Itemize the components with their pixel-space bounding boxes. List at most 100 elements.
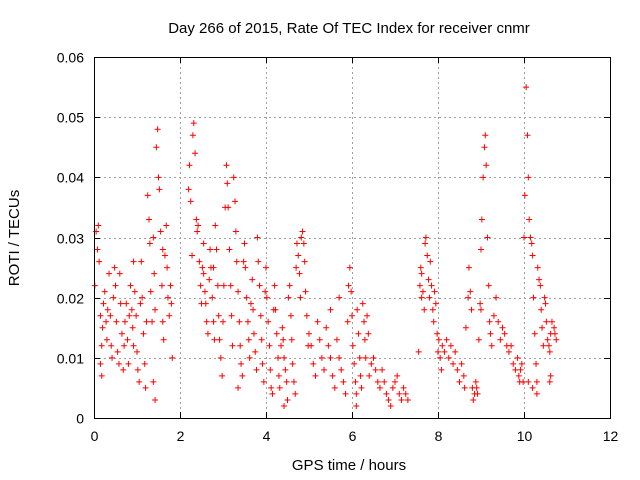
data-point: [470, 396, 477, 403]
data-point: [195, 222, 202, 229]
data-point: [353, 402, 360, 409]
data-point: [527, 234, 534, 241]
x-tick-label: 0: [91, 428, 99, 444]
data-point: [158, 282, 165, 289]
data-point: [358, 384, 365, 391]
data-point: [461, 384, 468, 391]
data-point: [123, 300, 130, 307]
data-point: [483, 162, 490, 169]
data-point: [211, 336, 218, 343]
data-point: [539, 324, 546, 331]
data-point: [289, 360, 296, 367]
data-point: [114, 348, 121, 355]
data-point: [155, 174, 162, 181]
data-point: [474, 390, 481, 397]
data-point: [536, 276, 543, 283]
x-axis-label: GPS time / hours: [292, 457, 406, 474]
data-point: [262, 288, 269, 295]
data-point: [400, 384, 407, 391]
data-point: [531, 330, 538, 337]
data-point: [308, 342, 315, 349]
data-point: [121, 318, 128, 325]
data-point: [419, 288, 426, 295]
data-point: [141, 360, 148, 367]
data-point: [336, 354, 343, 361]
data-point: [247, 300, 254, 307]
x-tick-label: 6: [349, 428, 357, 444]
data-point: [246, 354, 253, 361]
data-point: [439, 342, 446, 349]
data-point: [243, 294, 250, 301]
data-point: [357, 372, 364, 379]
data-point: [478, 306, 484, 313]
data-point: [134, 366, 141, 373]
data-point: [118, 330, 125, 337]
data-point: [331, 384, 338, 391]
data-point: [329, 372, 336, 379]
data-point: [152, 396, 159, 403]
data-point: [354, 306, 361, 313]
data-point: [156, 186, 163, 193]
data-point: [505, 348, 512, 355]
data-point: [220, 318, 226, 325]
data-point: [467, 288, 474, 295]
data-point: [263, 294, 270, 301]
data-point: [534, 264, 541, 271]
data-point: [482, 132, 489, 139]
data-point: [333, 336, 340, 343]
data-point: [316, 336, 323, 343]
data-point: [203, 318, 210, 325]
data-point: [546, 378, 553, 385]
data-point: [109, 354, 116, 361]
data-point: [325, 342, 332, 349]
data-point: [139, 294, 146, 301]
data-point: [497, 336, 504, 343]
data-point: [217, 354, 224, 361]
data-point: [435, 348, 441, 355]
data-point: [193, 216, 200, 223]
data-point: [297, 294, 304, 301]
data-point: [200, 240, 207, 247]
x-tick-label: 4: [263, 428, 271, 444]
data-point: [551, 324, 558, 331]
data-point: [285, 294, 292, 301]
data-point: [157, 228, 164, 235]
data-point: [238, 360, 245, 367]
data-point: [537, 282, 544, 289]
data-point: [235, 288, 242, 295]
data-point: [374, 378, 381, 385]
data-point: [348, 288, 355, 295]
data-point: [103, 318, 110, 325]
data-point: [125, 360, 132, 367]
data-point: [454, 366, 461, 373]
data-point: [168, 300, 175, 307]
data-point: [95, 222, 102, 229]
data-point: [103, 336, 110, 343]
data-point: [445, 354, 452, 361]
data-point: [107, 312, 114, 319]
data-point: [473, 384, 480, 391]
data-point: [196, 258, 203, 265]
data-point: [540, 342, 547, 349]
data-point: [202, 300, 209, 307]
data-point: [512, 366, 519, 373]
data-point: [416, 282, 423, 289]
data-point: [525, 174, 532, 181]
data-point: [192, 150, 199, 157]
data-point: [228, 312, 235, 319]
x-tick-label: 8: [435, 428, 443, 444]
data-point: [450, 360, 457, 367]
data-point: [345, 282, 352, 289]
data-point: [284, 396, 291, 403]
data-point: [111, 264, 118, 271]
y-tick-label: 0.03: [57, 231, 84, 247]
data-point: [164, 294, 171, 301]
data-point: [352, 378, 359, 385]
data-point: [478, 246, 484, 253]
data-point: [553, 336, 560, 343]
data-point: [435, 336, 442, 343]
data-point: [185, 186, 192, 193]
data-point: [364, 312, 371, 319]
data-point: [154, 126, 161, 133]
